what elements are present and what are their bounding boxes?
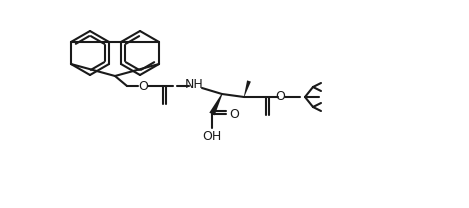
Text: O: O xyxy=(229,108,239,120)
Polygon shape xyxy=(209,94,222,115)
Polygon shape xyxy=(244,80,251,97)
Text: O: O xyxy=(275,90,285,104)
Text: OH: OH xyxy=(203,130,222,142)
Text: O: O xyxy=(138,79,148,93)
Text: NH: NH xyxy=(185,78,204,90)
